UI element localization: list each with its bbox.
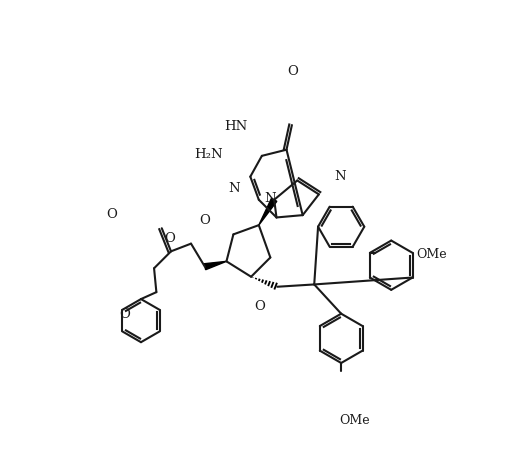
Text: OMe: OMe xyxy=(340,414,370,427)
Text: O: O xyxy=(288,65,298,78)
Text: O: O xyxy=(106,209,118,221)
Text: O: O xyxy=(164,233,176,245)
Text: N: N xyxy=(264,192,276,204)
Polygon shape xyxy=(204,261,227,270)
Polygon shape xyxy=(259,198,277,225)
Text: O: O xyxy=(255,300,265,314)
Text: N: N xyxy=(228,181,240,195)
Text: O: O xyxy=(120,308,130,320)
Text: N: N xyxy=(334,171,346,184)
Text: OMe: OMe xyxy=(416,249,447,261)
Text: O: O xyxy=(200,214,211,227)
Text: HN: HN xyxy=(225,121,247,133)
Text: H₂N: H₂N xyxy=(195,147,223,161)
